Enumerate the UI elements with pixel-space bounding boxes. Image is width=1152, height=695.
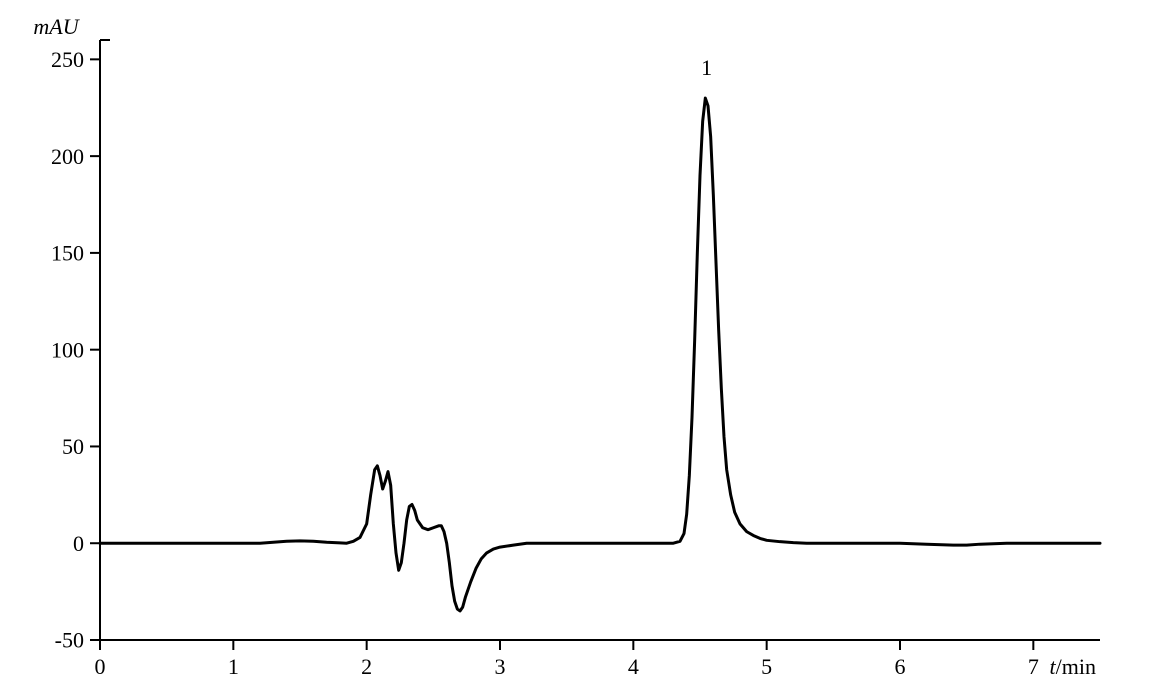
y-tick-label: 0 bbox=[73, 531, 84, 556]
y-axis-label: mAU bbox=[33, 14, 80, 39]
x-tick-label: 5 bbox=[761, 654, 772, 679]
x-tick-label: 1 bbox=[228, 654, 239, 679]
x-tick-label: 2 bbox=[361, 654, 372, 679]
chromatogram-chart: 0 1 2 3 4 5 6 7 -50 0 50 100 150 200 250 mAU t/min 1 bbox=[0, 0, 1152, 695]
y-tick-label: 150 bbox=[51, 241, 84, 266]
peak-label: 1 bbox=[701, 55, 712, 80]
y-tick-label: -50 bbox=[55, 628, 84, 653]
x-tick-label: 7 bbox=[1028, 654, 1039, 679]
x-tick-label: 3 bbox=[495, 654, 506, 679]
x-axis-label: t/min bbox=[1050, 654, 1096, 679]
chromatogram-svg: 0 1 2 3 4 5 6 7 -50 0 50 100 150 200 250 mAU t/min 1 bbox=[0, 0, 1152, 695]
y-tick-label: 50 bbox=[62, 434, 84, 459]
y-tick-label: 200 bbox=[51, 144, 84, 169]
y-tick-label: 100 bbox=[51, 337, 84, 362]
x-tick-label: 6 bbox=[895, 654, 906, 679]
y-tick-label: 250 bbox=[51, 47, 84, 72]
x-tick-label: 0 bbox=[95, 654, 106, 679]
x-tick-label: 4 bbox=[628, 654, 639, 679]
